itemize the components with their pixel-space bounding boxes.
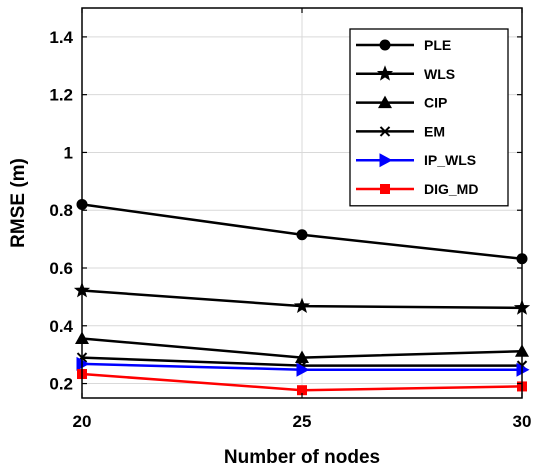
y-tick-label: 0.4 bbox=[49, 317, 73, 336]
data-point-ple bbox=[296, 229, 308, 241]
legend-label-wls: WLS bbox=[424, 66, 455, 82]
y-tick-label: 1 bbox=[64, 143, 73, 162]
series-ip-wls bbox=[76, 356, 530, 377]
y-tick-label: 1.2 bbox=[49, 86, 73, 105]
y-tick-label: 0.6 bbox=[49, 259, 73, 278]
legend-marker-cip bbox=[378, 95, 392, 109]
legend: PLE WLS CIP EM IP_WLS DIG_MD bbox=[349, 28, 509, 207]
axis-ticks: 0.2 0.4 0.6 0.8 1 1.2 1.4 20 25 30 bbox=[49, 8, 531, 431]
y-tick-label: 0.8 bbox=[49, 201, 73, 220]
legend-label-dig-md: DIG_MD bbox=[424, 181, 478, 197]
legend-marker-ple bbox=[379, 39, 391, 51]
x-tick-label: 20 bbox=[73, 412, 92, 431]
legend-box bbox=[349, 28, 509, 207]
legend-label-em: EM bbox=[424, 123, 445, 139]
y-axis-title: RMSE (m) bbox=[8, 158, 29, 248]
x-marker-stroke bbox=[379, 126, 391, 137]
legend-marker-wls bbox=[376, 65, 394, 81]
legend-label-ple: PLE bbox=[424, 37, 451, 53]
data-point-cip bbox=[295, 350, 309, 364]
y-tick-label: 0.2 bbox=[49, 375, 73, 394]
legend-marker-ip-wls bbox=[379, 153, 393, 168]
x-tick-label: 30 bbox=[513, 412, 532, 431]
legend-label-cip: CIP bbox=[424, 95, 447, 111]
x-axis-title: Number of nodes bbox=[224, 447, 380, 468]
legend-marker-em bbox=[379, 126, 391, 137]
data-point-dig-md bbox=[297, 385, 307, 396]
y-tick-label: 1.4 bbox=[49, 28, 73, 47]
data-point-ip-wls bbox=[516, 362, 530, 377]
data-point-ip-wls bbox=[296, 362, 310, 377]
data-point-ip-wls bbox=[76, 356, 90, 371]
legend-label-ip-wls: IP_WLS bbox=[424, 152, 476, 168]
data-point-wls bbox=[293, 297, 311, 314]
x-tick-label: 25 bbox=[293, 412, 312, 431]
legend-marker-dig-md bbox=[380, 184, 390, 194]
